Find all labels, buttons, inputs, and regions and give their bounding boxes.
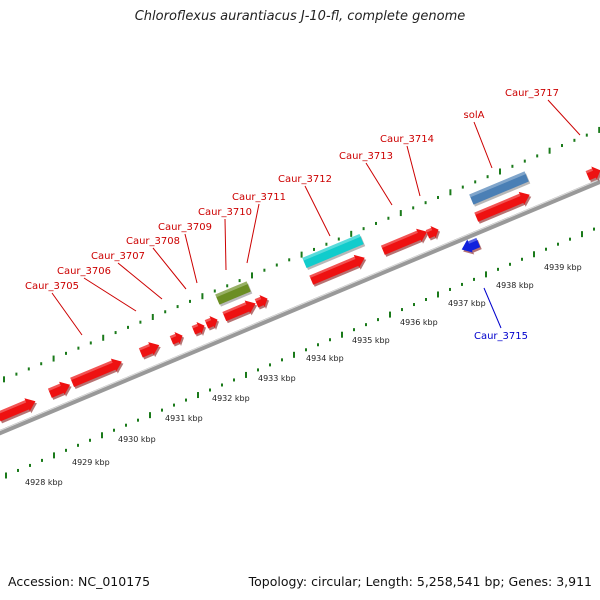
feature-bar-olive[interactable] [215, 281, 253, 307]
gene-label[interactable]: Caur_3708 [126, 236, 180, 247]
scale-label-4928: 4928 kbp [25, 478, 63, 487]
gene-arrow[interactable] [138, 342, 161, 360]
gene-arrow[interactable] [380, 228, 429, 257]
feature-bar-cyan[interactable] [302, 233, 366, 271]
gene-label[interactable]: Caur_3705 [25, 281, 79, 292]
gene-arrow[interactable] [425, 226, 441, 241]
scale-label-4929: 4929 kbp [72, 458, 110, 467]
callout-line [246, 203, 260, 264]
scale-label-4934: 4934 kbp [306, 354, 344, 363]
gene-label[interactable]: Caur_3706 [57, 266, 111, 277]
scale-label-4933: 4933 kbp [258, 374, 296, 383]
gene-label[interactable]: Caur_3717 [505, 88, 559, 99]
scale-label-4937: 4937 kbp [448, 299, 486, 308]
gene-label[interactable]: Caur_3714 [380, 134, 434, 145]
callout-line [473, 121, 493, 169]
gene-label[interactable]: Caur_3709 [158, 222, 212, 233]
scale-label-4930: 4930 kbp [118, 435, 156, 444]
gene-arrow[interactable] [309, 254, 367, 287]
gene-label[interactable]: Caur_3713 [339, 151, 393, 162]
scale-label-4931: 4931 kbp [165, 414, 203, 423]
gene-arrow[interactable] [204, 316, 220, 331]
gene-arrow[interactable] [474, 191, 532, 224]
gene-arrow[interactable] [0, 398, 37, 424]
scale-labels: 4928 kbp 4929 kbp 4930 kbp 4931 kbp 4932 kbp… [25, 263, 582, 487]
gene-label[interactable]: Caur_3710 [198, 207, 252, 218]
feature-track [215, 171, 531, 307]
callout-line [83, 277, 137, 312]
callout-line [547, 99, 581, 136]
inner-tick-track [5, 227, 595, 479]
gene-label[interactable]: Caur_3711 [232, 192, 286, 203]
outer-tick-track [3, 126, 600, 383]
gene-label[interactable]: solA [464, 110, 485, 121]
genome-backbone-highlight [0, 178, 600, 432]
gene-arrow[interactable] [47, 381, 72, 400]
gene-arrow[interactable] [585, 166, 600, 183]
callout-line [184, 233, 198, 284]
accession-text: Accession: NC_010175 [8, 574, 151, 589]
feature-bar-steel[interactable] [469, 171, 531, 207]
genome-backbone [0, 178, 600, 436]
scale-label-4936: 4936 kbp [400, 318, 438, 327]
callout-line [117, 262, 163, 300]
scale-label-4938: 4938 kbp [496, 281, 534, 290]
callout-line [483, 287, 502, 329]
genome-summary-text: Topology: circular; Length: 5,258,541 bp… [248, 574, 592, 589]
scale-label-4932: 4932 kbp [212, 394, 250, 403]
gene-arrow[interactable] [191, 322, 207, 337]
gene-arrow[interactable] [222, 300, 258, 324]
callout-line [304, 185, 331, 237]
scale-label-4935: 4935 kbp [352, 336, 390, 345]
callout-line [224, 218, 227, 271]
gene-label[interactable]: Caur_3707 [91, 251, 145, 262]
gene-arrow-reverse[interactable] [461, 237, 482, 255]
gene-track [0, 166, 600, 424]
callout-line [51, 292, 83, 336]
gene-arrow[interactable] [254, 295, 270, 310]
callout-line [152, 247, 187, 290]
callout-line [365, 162, 393, 206]
genome-title: Chloroflexus aurantiacus J-10-fl, comple… [134, 9, 466, 24]
scale-label-4939: 4939 kbp [544, 263, 582, 272]
callout-line [406, 145, 421, 197]
gene-arrow[interactable] [169, 332, 185, 347]
gene-label-reverse[interactable]: Caur_3715 [474, 331, 528, 342]
label-callouts: Caur_3705 Caur_3706 Caur_3707 Caur_3708 Caur… [25, 88, 581, 342]
gene-arrow[interactable] [70, 358, 124, 390]
gene-label[interactable]: Caur_3712 [278, 174, 332, 185]
